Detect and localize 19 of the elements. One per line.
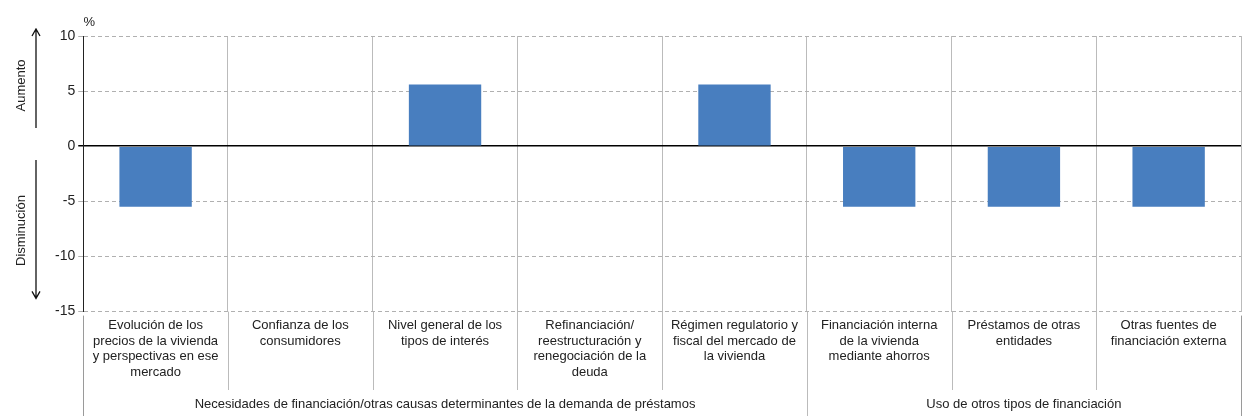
y-tick-label: 5	[67, 81, 76, 98]
x-tick-label: Confianza de los consumidores	[251, 316, 350, 348]
x-tick-label: Evolución de los precios de la vivienda y perspectivas en ese mercado	[92, 316, 219, 379]
x-tick-label: Otras fuentes de financiación externa	[1110, 316, 1228, 348]
x-tick-label: Régimen regulatorio y fiscal del mercado de la vivienda	[670, 316, 799, 364]
x-tick-label: Nivel general de los tipos de interés	[387, 316, 503, 348]
x-tick-label: Refinanciación/ reestructuración y renegociación de la deuda	[533, 316, 647, 379]
text: Necesidades de financiación/otras causas determinantes de la demanda de préstamos	[194, 395, 696, 411]
text: Aumento	[12, 59, 28, 112]
y-axis-title: %	[83, 13, 96, 29]
y-tick-label: -10	[55, 247, 76, 264]
text: Disminución	[12, 195, 28, 267]
x-tick-label: Financiación interna de la vivienda mediante ahorros	[821, 316, 939, 364]
y-tick-label: 0	[67, 137, 76, 154]
text: Uso de otros tipos de financiación	[926, 395, 1122, 411]
y-tick-label: -15	[55, 302, 76, 319]
x-tick-label: Préstamos de otras entidades	[967, 316, 1081, 348]
y-tick-label: 10	[59, 26, 76, 43]
y-tick-label: -5	[62, 192, 76, 209]
